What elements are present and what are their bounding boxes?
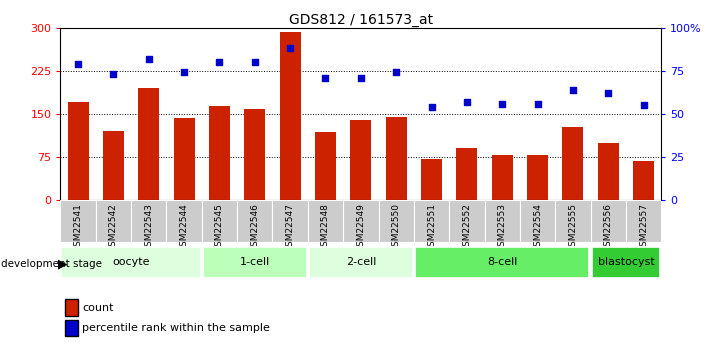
Bar bbox=[484, 200, 520, 242]
Bar bbox=[166, 200, 202, 242]
Bar bbox=[343, 200, 378, 242]
Bar bbox=[68, 102, 89, 200]
Text: GSM22543: GSM22543 bbox=[144, 204, 154, 252]
Point bbox=[284, 46, 296, 51]
Point bbox=[143, 56, 154, 61]
Text: GSM22544: GSM22544 bbox=[180, 204, 188, 252]
Text: GSM22541: GSM22541 bbox=[74, 204, 82, 252]
Text: percentile rank within the sample: percentile rank within the sample bbox=[82, 324, 270, 333]
Text: GSM22554: GSM22554 bbox=[533, 204, 542, 252]
Text: GSM22549: GSM22549 bbox=[356, 204, 365, 252]
Point bbox=[320, 75, 331, 80]
Text: GSM22555: GSM22555 bbox=[568, 204, 577, 253]
Text: GSM22557: GSM22557 bbox=[639, 204, 648, 253]
Bar bbox=[272, 200, 308, 242]
Text: GSM22547: GSM22547 bbox=[286, 204, 294, 252]
Point bbox=[214, 59, 225, 65]
Bar bbox=[378, 200, 414, 242]
Text: 1-cell: 1-cell bbox=[240, 257, 270, 267]
Bar bbox=[520, 200, 555, 242]
Point bbox=[638, 102, 649, 108]
Bar bbox=[449, 200, 484, 242]
Bar bbox=[202, 200, 237, 242]
Text: GSM22542: GSM22542 bbox=[109, 204, 118, 252]
Bar bbox=[562, 127, 584, 200]
Point bbox=[355, 75, 366, 80]
Point bbox=[249, 59, 260, 65]
Bar bbox=[456, 148, 478, 200]
Bar bbox=[633, 161, 654, 200]
Bar bbox=[421, 159, 442, 200]
Bar bbox=[598, 142, 619, 200]
Point bbox=[390, 70, 402, 75]
Bar bbox=[555, 200, 591, 242]
Point bbox=[73, 61, 84, 67]
Bar bbox=[103, 131, 124, 200]
Bar bbox=[414, 200, 449, 242]
Bar bbox=[244, 109, 265, 200]
Text: 8-cell: 8-cell bbox=[487, 257, 518, 267]
Text: 2-cell: 2-cell bbox=[346, 257, 376, 267]
Bar bbox=[415, 247, 589, 278]
Bar bbox=[279, 32, 301, 200]
Bar bbox=[61, 247, 201, 278]
Point bbox=[178, 70, 190, 75]
Text: GSM22546: GSM22546 bbox=[250, 204, 260, 252]
Point bbox=[461, 99, 473, 105]
Text: GSM22556: GSM22556 bbox=[604, 204, 613, 253]
Bar bbox=[308, 200, 343, 242]
Bar bbox=[315, 132, 336, 200]
Bar bbox=[591, 200, 626, 242]
Bar bbox=[173, 118, 195, 200]
Bar bbox=[351, 120, 371, 200]
Bar bbox=[131, 200, 166, 242]
Bar bbox=[592, 247, 661, 278]
Text: count: count bbox=[82, 303, 114, 313]
Point bbox=[532, 101, 543, 106]
Bar bbox=[203, 247, 306, 278]
Point bbox=[602, 90, 614, 96]
Bar bbox=[309, 247, 413, 278]
Bar bbox=[527, 155, 548, 200]
Text: GSM22550: GSM22550 bbox=[392, 204, 401, 253]
Bar bbox=[60, 200, 96, 242]
Bar bbox=[96, 200, 131, 242]
Point bbox=[496, 101, 508, 106]
Bar bbox=[491, 155, 513, 200]
Bar bbox=[385, 117, 407, 200]
Text: ▶: ▶ bbox=[58, 257, 68, 270]
Bar bbox=[209, 106, 230, 200]
Text: GSM22553: GSM22553 bbox=[498, 204, 507, 253]
Point bbox=[567, 87, 579, 92]
Text: oocyte: oocyte bbox=[112, 257, 150, 267]
Text: GSM22552: GSM22552 bbox=[462, 204, 471, 252]
Text: blastocyst: blastocyst bbox=[597, 257, 654, 267]
Text: GSM22548: GSM22548 bbox=[321, 204, 330, 252]
Bar bbox=[138, 88, 159, 200]
Bar bbox=[626, 200, 661, 242]
Text: GSM22551: GSM22551 bbox=[427, 204, 436, 253]
Title: GDS812 / 161573_at: GDS812 / 161573_at bbox=[289, 12, 433, 27]
Text: development stage: development stage bbox=[1, 259, 102, 269]
Point bbox=[426, 104, 437, 110]
Point bbox=[108, 71, 119, 77]
Bar bbox=[237, 200, 272, 242]
Text: GSM22545: GSM22545 bbox=[215, 204, 224, 252]
